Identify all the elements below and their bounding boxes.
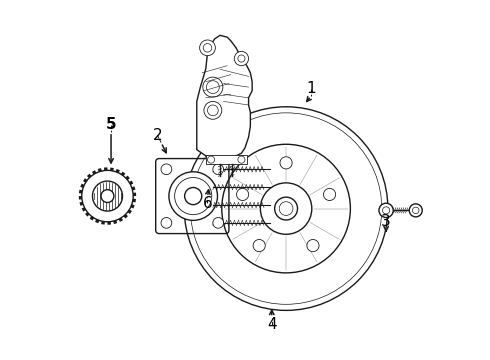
FancyBboxPatch shape [206, 155, 247, 164]
Circle shape [280, 157, 292, 169]
Circle shape [379, 203, 393, 217]
Circle shape [185, 188, 202, 204]
Circle shape [101, 190, 114, 203]
Circle shape [237, 188, 248, 201]
Text: 2: 2 [153, 128, 162, 143]
Text: 1: 1 [306, 81, 316, 96]
Circle shape [207, 156, 215, 163]
Circle shape [234, 51, 248, 66]
Circle shape [307, 239, 319, 252]
Circle shape [204, 102, 222, 119]
Circle shape [323, 188, 336, 201]
Text: 3: 3 [381, 213, 391, 229]
Circle shape [169, 172, 218, 220]
Circle shape [238, 156, 245, 163]
Circle shape [199, 40, 215, 56]
Text: 6: 6 [203, 196, 212, 211]
Circle shape [184, 107, 388, 310]
Circle shape [409, 204, 422, 217]
Circle shape [213, 164, 223, 175]
Bar [157, 160, 227, 232]
Circle shape [275, 197, 297, 220]
Circle shape [203, 77, 223, 97]
Circle shape [161, 217, 172, 228]
Text: 4: 4 [267, 317, 276, 332]
Polygon shape [197, 35, 252, 158]
Circle shape [82, 170, 133, 222]
Circle shape [253, 239, 265, 252]
Circle shape [213, 217, 223, 228]
Text: 5: 5 [106, 117, 116, 132]
Circle shape [161, 164, 172, 175]
